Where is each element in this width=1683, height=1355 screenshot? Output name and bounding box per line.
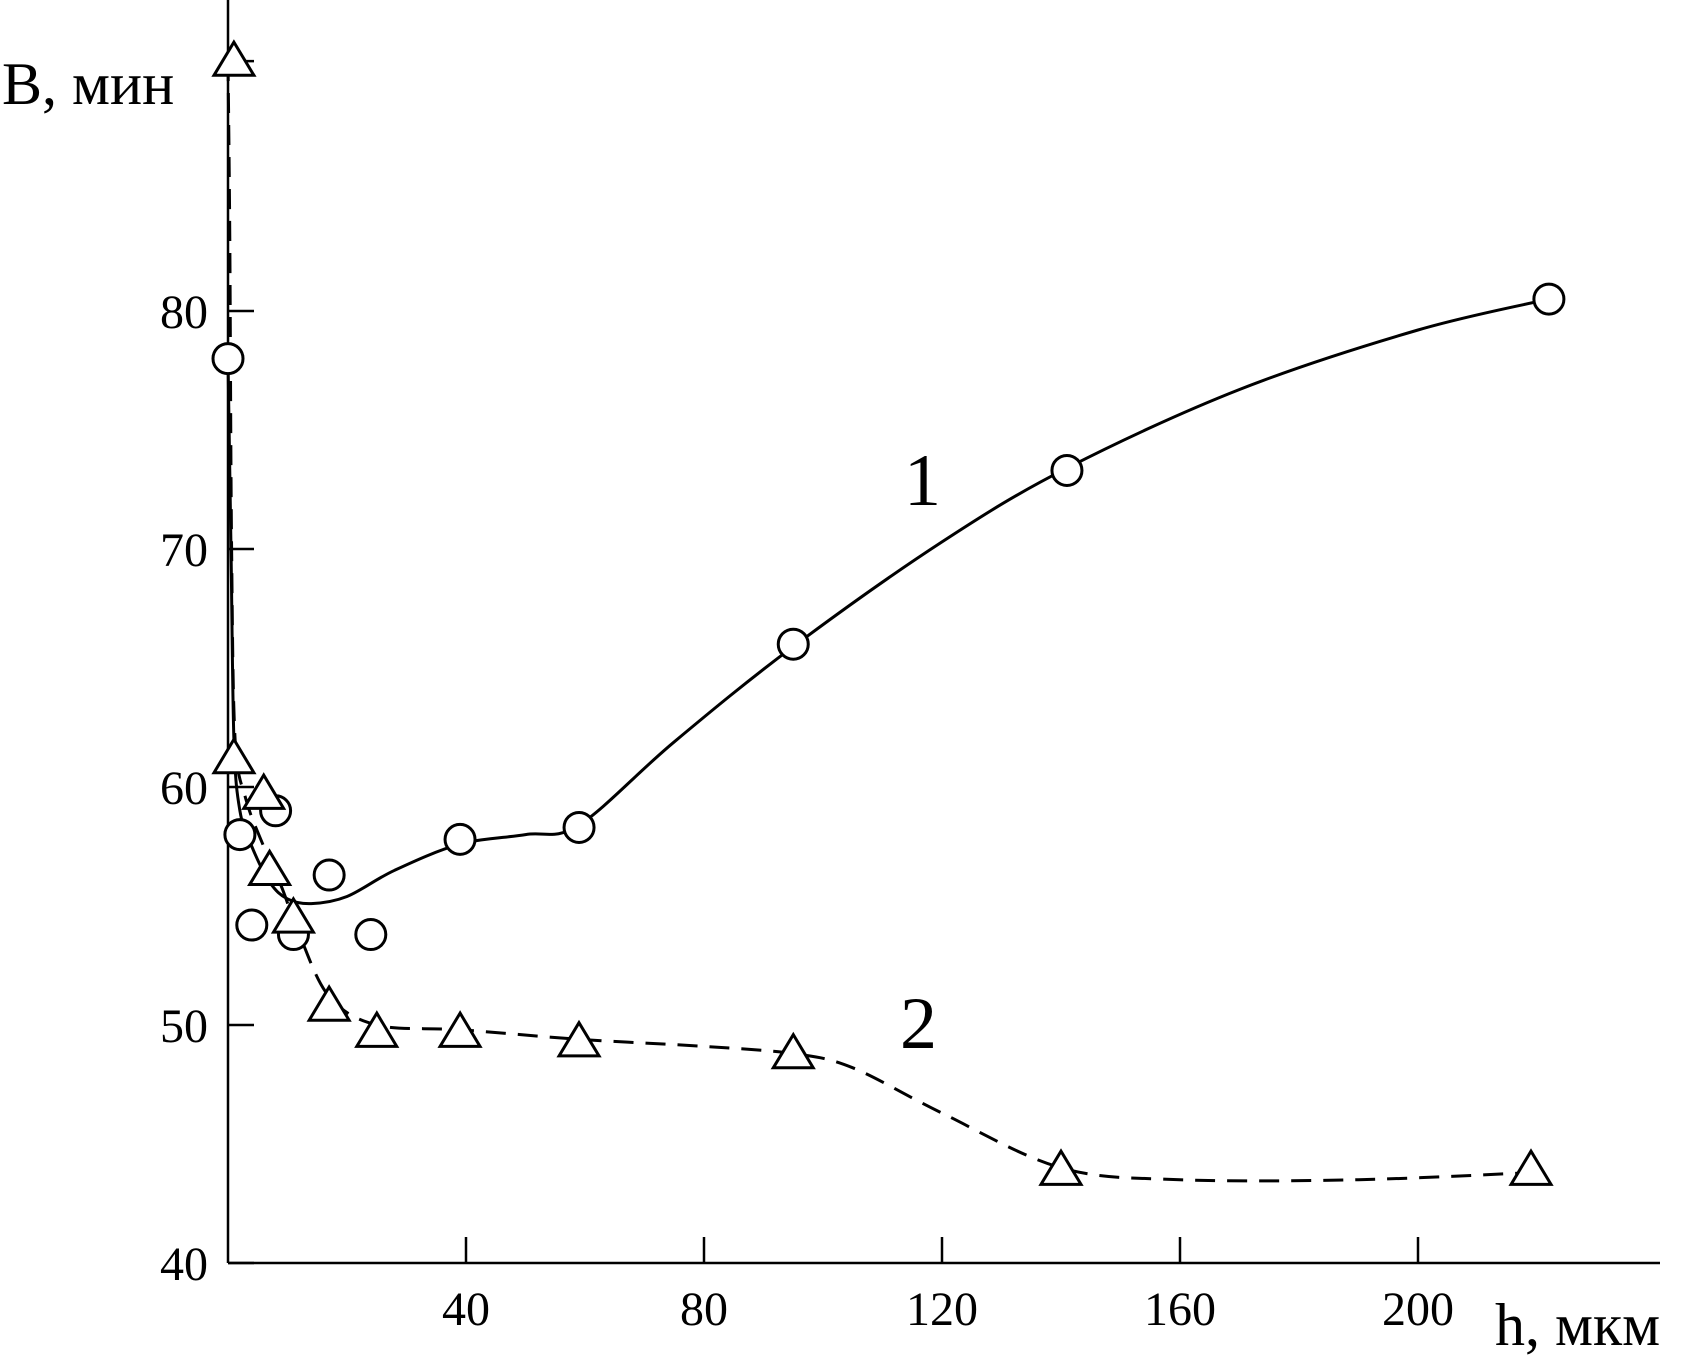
series-2-point xyxy=(306,984,352,1022)
y-tick-label: 80 xyxy=(160,286,208,339)
series-1-point xyxy=(1532,282,1566,316)
y-axis-label: B, мин xyxy=(2,51,174,117)
x-tick-label: 200 xyxy=(1382,1283,1454,1336)
series-2-point xyxy=(354,1010,400,1048)
y-tick-label: 50 xyxy=(160,1000,208,1053)
series-2-point xyxy=(247,848,293,886)
series-1-point xyxy=(776,627,810,661)
series-1-point xyxy=(443,822,477,856)
markers xyxy=(211,39,1566,1186)
series-1-point xyxy=(211,342,245,376)
series-label-2: 2 xyxy=(900,983,937,1065)
series-1-point xyxy=(562,810,596,844)
series-1-point xyxy=(1050,453,1084,487)
series-2-point xyxy=(556,1019,602,1058)
series-2-point xyxy=(1508,1148,1554,1186)
x-axis-label: h, мкм xyxy=(1495,1292,1660,1355)
series-2-point xyxy=(1038,1148,1084,1186)
series-1-curve xyxy=(226,297,1550,906)
series-2-point xyxy=(770,1031,816,1070)
y-tick-label: 70 xyxy=(160,524,208,577)
series-1-point xyxy=(223,818,257,852)
y-tick-label: 40 xyxy=(160,1238,208,1291)
series-2-curve xyxy=(226,61,1532,1183)
x-tick-label: 80 xyxy=(680,1283,728,1336)
series-2-point xyxy=(437,1010,483,1048)
x-tick-label: 160 xyxy=(1144,1283,1216,1336)
series-label-1: 1 xyxy=(904,440,941,522)
series-1-point xyxy=(354,918,388,952)
series-1-point xyxy=(312,858,346,892)
y-tick-label: 60 xyxy=(160,762,208,815)
curves xyxy=(226,61,1550,1183)
x-tick-label: 40 xyxy=(442,1283,490,1336)
series-2-point xyxy=(241,772,287,810)
series-2-point xyxy=(211,736,257,775)
series-2-point xyxy=(211,39,257,77)
x-tick-label: 120 xyxy=(906,1283,978,1336)
axes: 40 80 120 160 200 40 50 60 70 80 xyxy=(160,0,1660,1336)
labels: B, мин h, мкм 1 2 xyxy=(2,51,1660,1355)
series-1-point xyxy=(235,908,269,942)
series-2-point xyxy=(270,895,317,934)
